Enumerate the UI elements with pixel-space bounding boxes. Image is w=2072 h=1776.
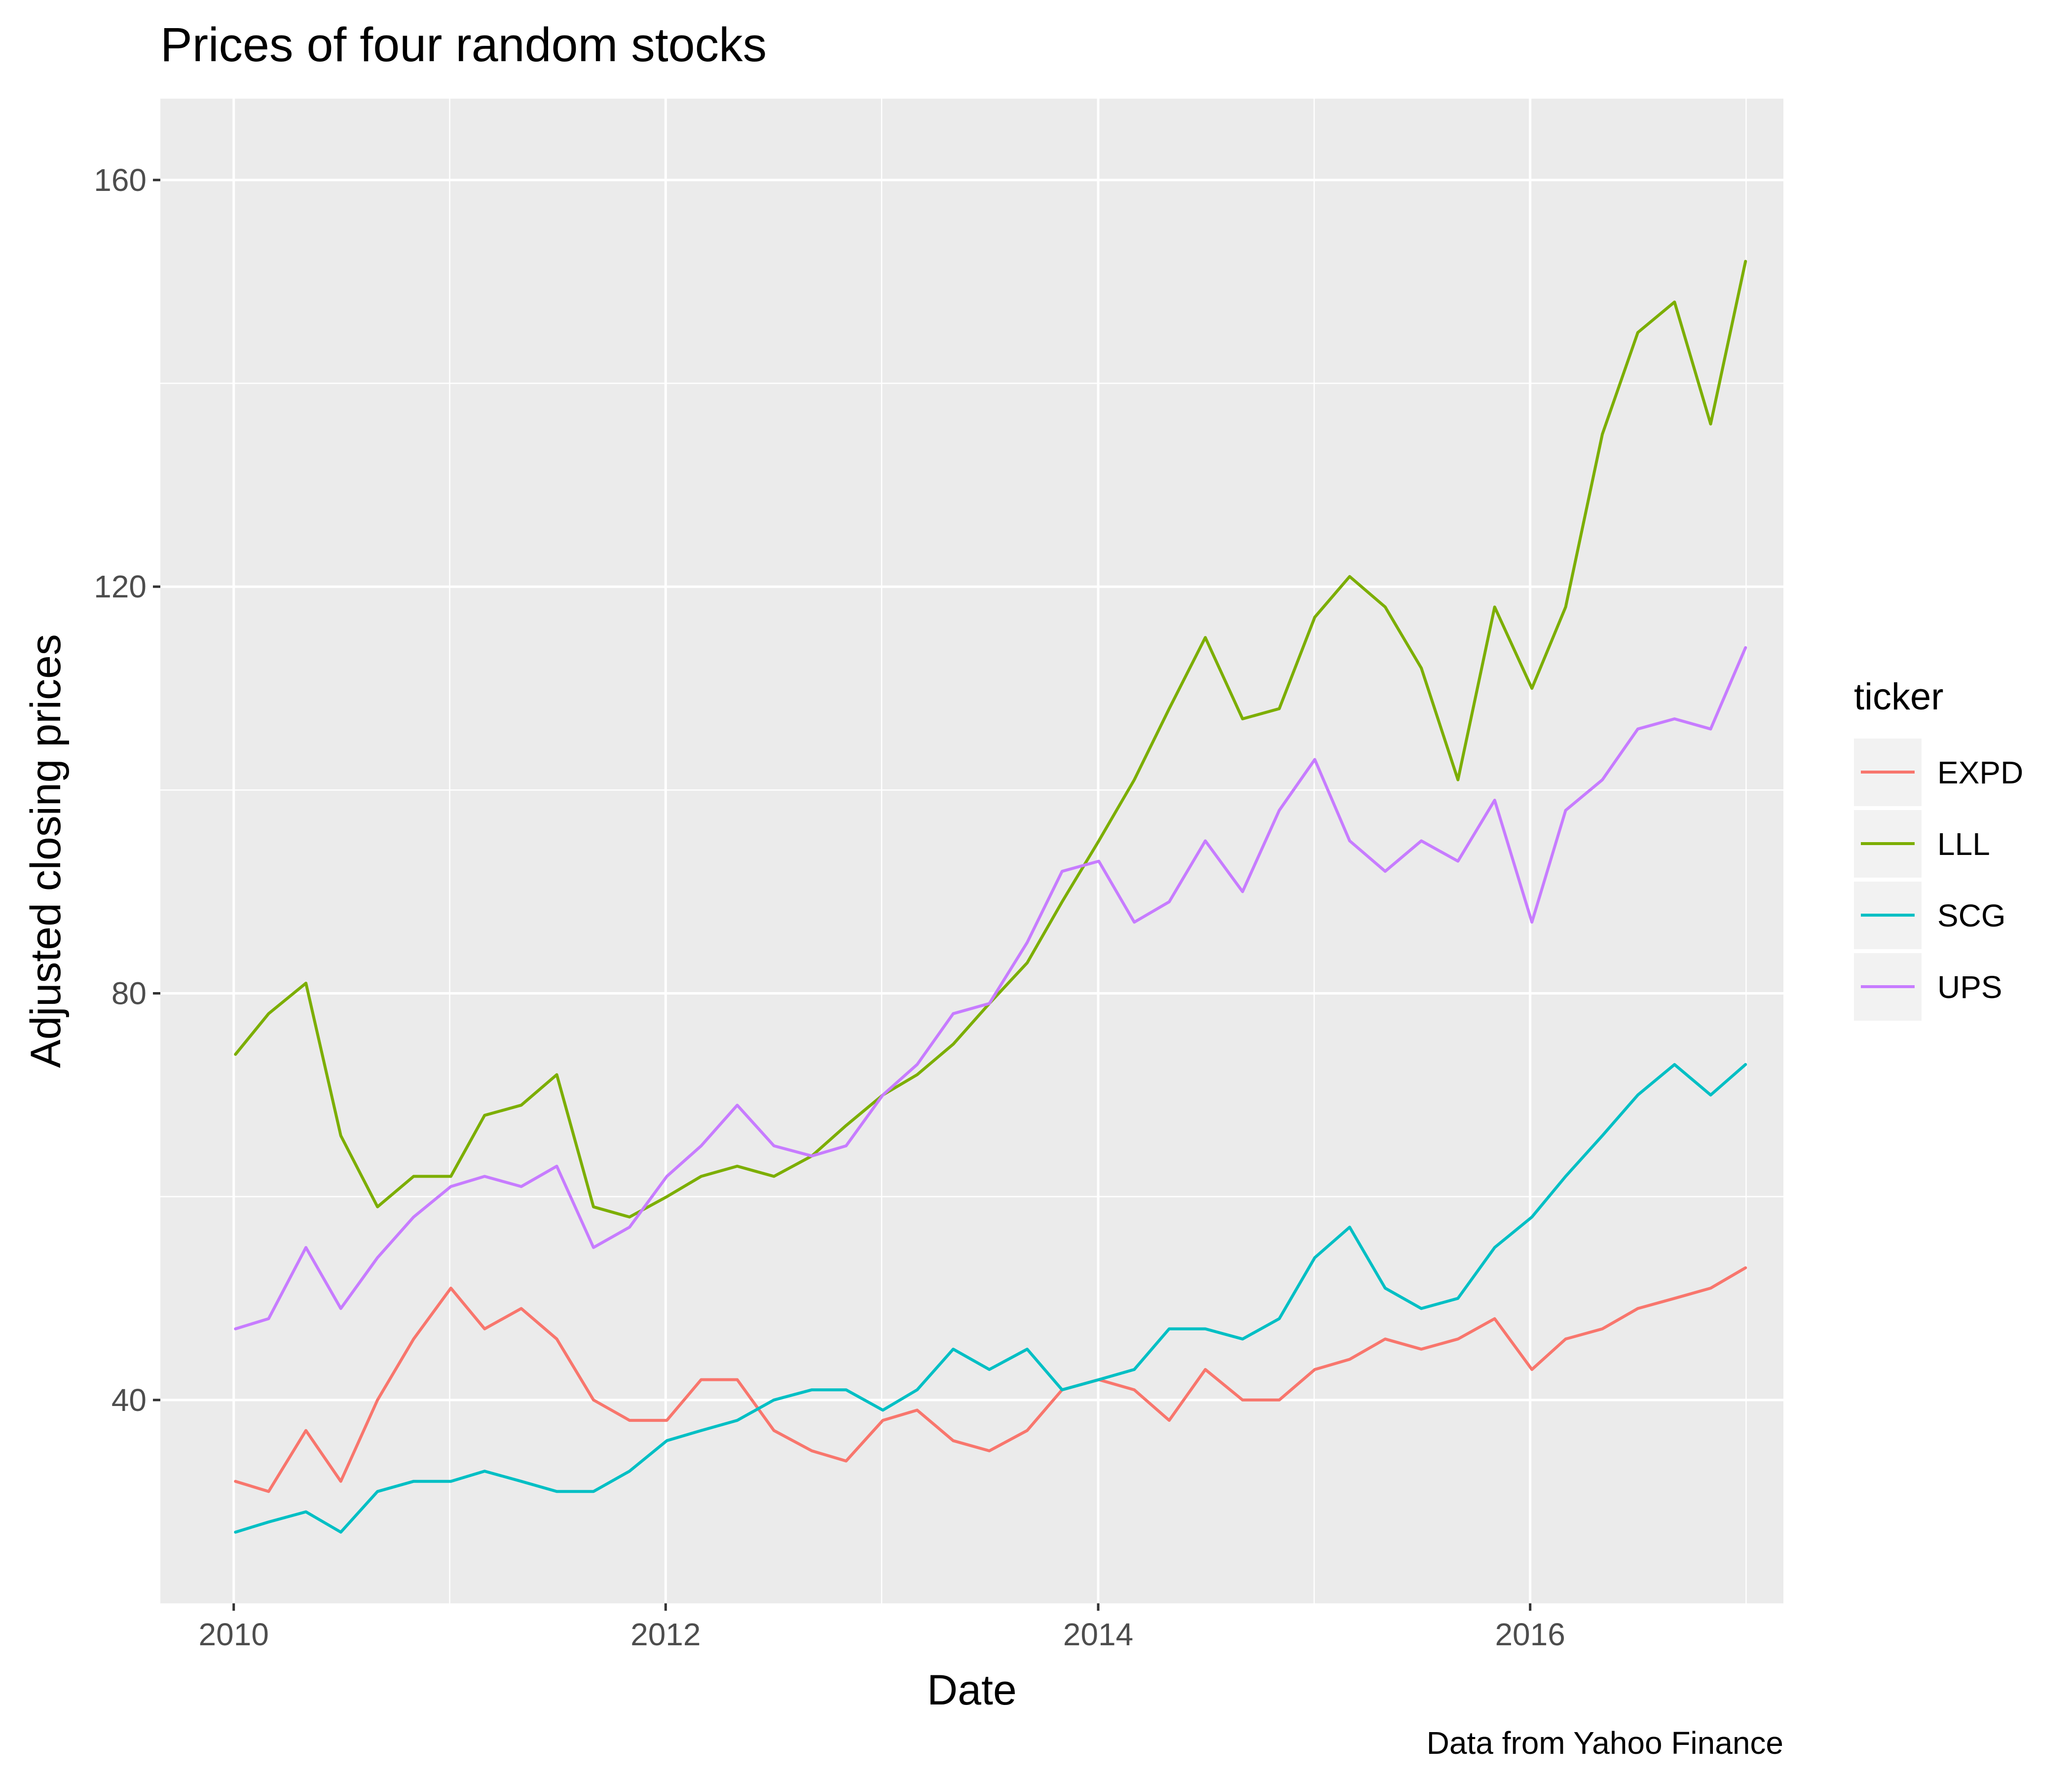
axes: 2010 2012 2014 2016 40 80 120 160 — [94, 162, 1565, 1652]
y-tick-label: 120 — [94, 569, 147, 604]
plot-panel — [160, 99, 1783, 1603]
x-tick-label: 2014 — [1063, 1617, 1133, 1652]
y-tick-label: 40 — [111, 1382, 147, 1418]
x-tick-label: 2016 — [1495, 1617, 1565, 1652]
series-line-scg — [234, 1063, 1747, 1534]
legend-label-scg: SCG — [1937, 898, 2006, 933]
series-line-ups — [234, 646, 1747, 1331]
legend: ticker EXPD LLL SCG UPS — [1854, 676, 2023, 1021]
x-tick-label: 2012 — [630, 1617, 701, 1652]
series-line-expd — [234, 1266, 1747, 1493]
legend-label-lll: LLL — [1937, 826, 1990, 862]
caption: Data from Yahoo Finance — [1427, 1725, 1783, 1761]
x-tick-label: 2010 — [199, 1617, 269, 1652]
legend-label-expd: EXPD — [1937, 755, 2023, 790]
legend-title: ticker — [1854, 676, 1944, 718]
y-axis-title: Adjusted closing prices — [22, 634, 70, 1068]
chart-title: Prices of four random stocks — [160, 18, 767, 72]
gridlines — [160, 99, 1783, 1603]
legend-label-ups: UPS — [1937, 969, 2002, 1005]
x-axis-title: Date — [927, 1666, 1017, 1714]
series-lines — [234, 259, 1747, 1534]
y-tick-label: 80 — [111, 976, 147, 1011]
y-tick-label: 160 — [94, 162, 147, 198]
